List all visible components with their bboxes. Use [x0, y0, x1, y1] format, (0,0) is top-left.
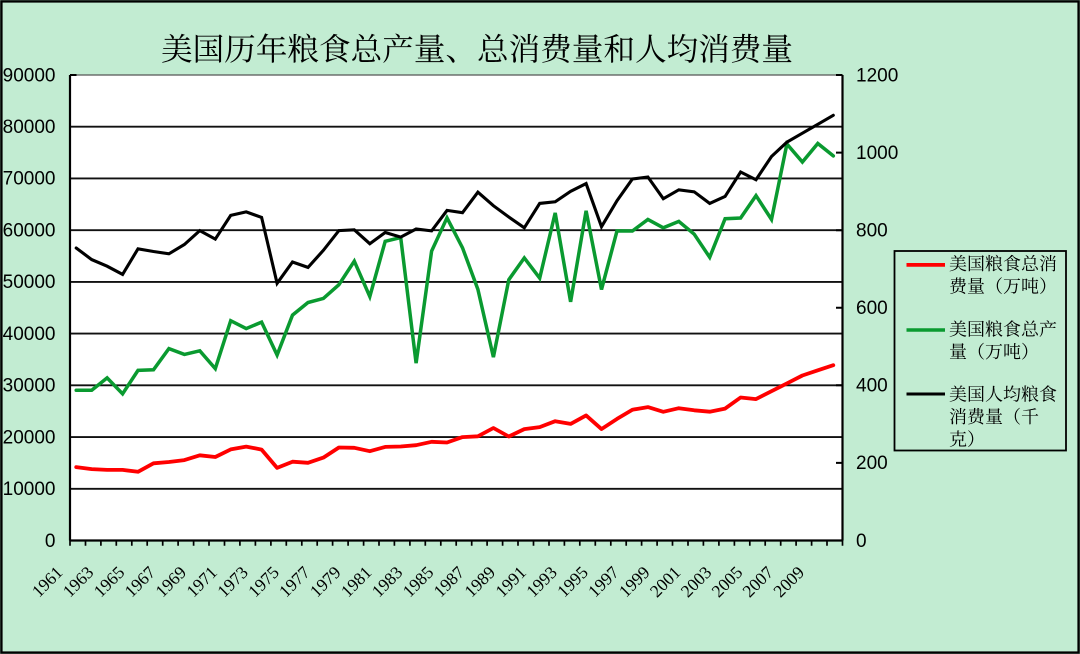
svg-text:50000: 50000 — [3, 272, 56, 293]
svg-text:800: 800 — [856, 221, 888, 242]
svg-text:0: 0 — [45, 531, 56, 552]
svg-text:30000: 30000 — [3, 376, 56, 397]
svg-text:70000: 70000 — [3, 169, 56, 190]
svg-text:0: 0 — [856, 531, 867, 552]
svg-text:600: 600 — [856, 298, 888, 319]
svg-text:200: 200 — [856, 453, 888, 474]
svg-text:80000: 80000 — [3, 117, 56, 138]
svg-text:90000: 90000 — [3, 65, 56, 86]
svg-text:400: 400 — [856, 376, 888, 397]
svg-text:10000: 10000 — [3, 479, 56, 500]
svg-text:40000: 40000 — [3, 324, 56, 345]
svg-text:1200: 1200 — [856, 65, 898, 86]
svg-text:20000: 20000 — [3, 427, 56, 448]
svg-text:60000: 60000 — [3, 221, 56, 242]
svg-text:1000: 1000 — [856, 143, 898, 164]
